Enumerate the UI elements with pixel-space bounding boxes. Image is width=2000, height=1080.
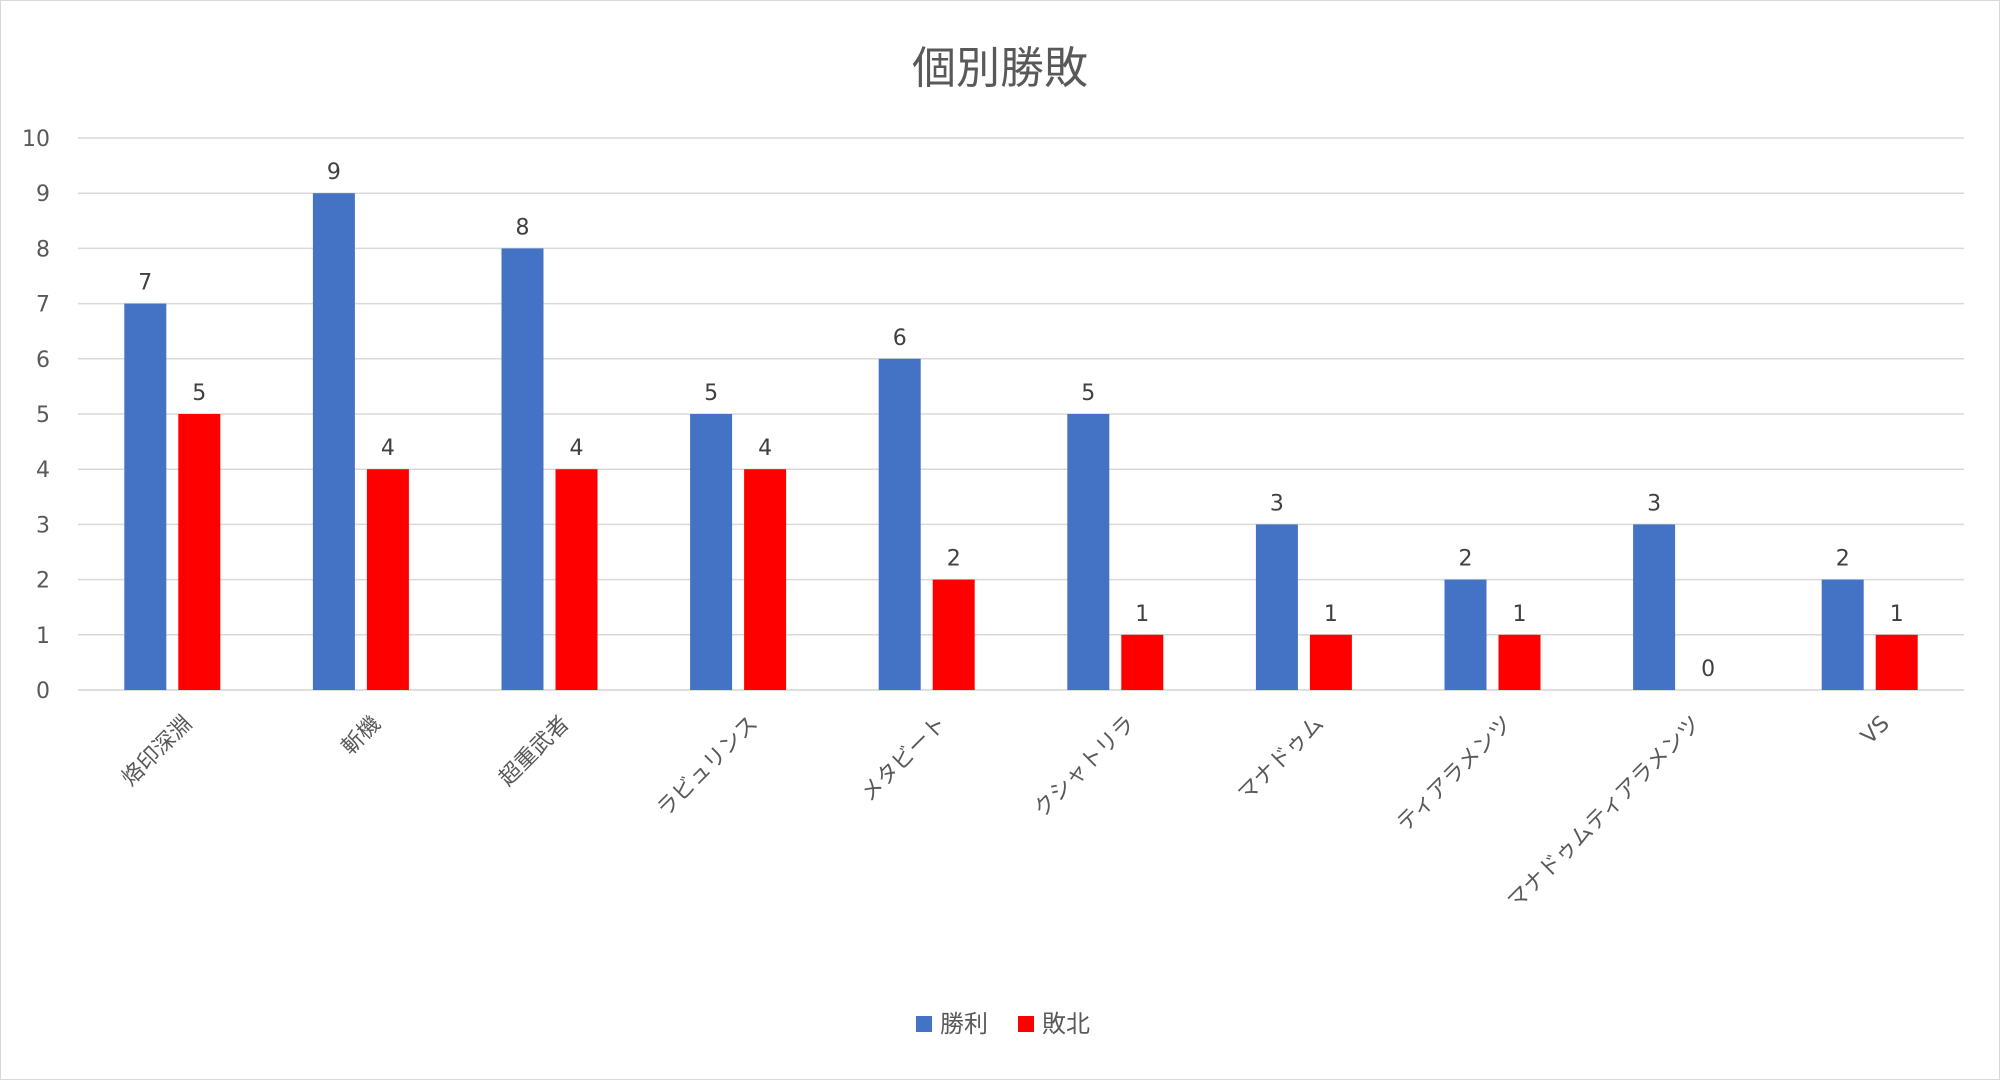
bar-win [1821,579,1864,690]
bar-loss [1121,634,1164,690]
chart-title: 個別勝敗 [912,43,1088,94]
bar-loss [932,579,975,690]
bar-win [1444,579,1487,690]
data-label: 8 [516,215,530,240]
legend-label: 敗北 [1042,1010,1090,1038]
bar-win [312,193,355,690]
bar-loss [1309,634,1352,690]
data-label: 7 [138,271,152,296]
x-category-label: クシャトリラ [1029,711,1140,822]
x-axis-categories: 烙印深淵 斬機 超重武者 ラビュリンス メタビート クシャトリラ マナドゥム ティアラメンツマ… [117,711,1894,914]
y-tick-label: 3 [36,513,50,538]
bar-loss [1875,634,1918,690]
data-label: 2 [1459,547,1473,572]
data-label: 9 [327,160,341,185]
data-label: 2 [1836,547,1850,572]
y-tick-label: 1 [36,624,50,649]
data-label: 4 [381,436,395,461]
y-tick-label: 6 [36,348,50,373]
data-label: 1 [1135,602,1149,627]
x-category-label: 烙印深淵 [117,711,197,791]
bar-win [501,248,544,690]
y-tick-label: 2 [36,569,50,594]
legend: 勝利 敗北 [916,1010,1090,1038]
y-tick-label: 9 [36,182,50,207]
y-tick-label: 0 [36,679,50,704]
x-category-label: メタビート [856,711,951,806]
data-label: 4 [758,436,772,461]
legend-swatch [1018,1016,1034,1032]
y-tick-label: 4 [36,458,50,483]
data-label: 3 [1270,491,1284,516]
x-category-label: ラビュリンス [652,711,763,822]
y-tick-label: 8 [36,237,50,262]
bar-win [1067,414,1110,690]
x-category-label: ティアラメンツ [1392,711,1517,836]
x-category-label: マナドゥム [1233,711,1328,806]
x-category-label: VS [1856,711,1894,749]
y-tick-label: 5 [36,403,50,428]
y-tick-label: 7 [36,293,50,318]
bar-loss [366,469,409,690]
bar-loss [744,469,787,690]
data-label: 1 [1890,602,1904,627]
legend-label: 勝利 [940,1010,988,1038]
bars [124,193,1918,690]
data-label: 3 [1647,491,1661,516]
bar-loss [178,414,221,690]
data-label: 4 [570,436,584,461]
data-label: 1 [1513,602,1527,627]
data-labels: 7 5 9 4 8 4 5 4 6 2 5 1 3 1 2 1 3 0 2 1 [138,160,1903,682]
gridlines [78,137,1964,691]
x-category-label: 斬機 [337,711,386,760]
data-label: 5 [1081,381,1095,406]
bar-loss [1498,634,1541,690]
data-label: 1 [1324,602,1338,627]
data-label: 2 [947,547,961,572]
y-axis-ticks: 0 1 2 3 4 5 6 7 8 9 10 [22,127,50,704]
y-tick-label: 10 [22,127,50,152]
data-label: 5 [704,381,718,406]
bar-loss [555,469,598,690]
data-label: 5 [192,381,206,406]
data-label: 6 [893,326,907,351]
bar-win [1255,524,1298,690]
bar-win [878,358,921,690]
x-category-label: マナドゥムティアラメンツ [1503,711,1706,914]
bar-win [690,414,733,690]
bar-win [124,303,167,690]
legend-swatch [916,1016,932,1032]
data-label: 0 [1701,657,1715,682]
bar-win [1633,524,1676,690]
x-category-label: 超重武者 [495,711,575,791]
